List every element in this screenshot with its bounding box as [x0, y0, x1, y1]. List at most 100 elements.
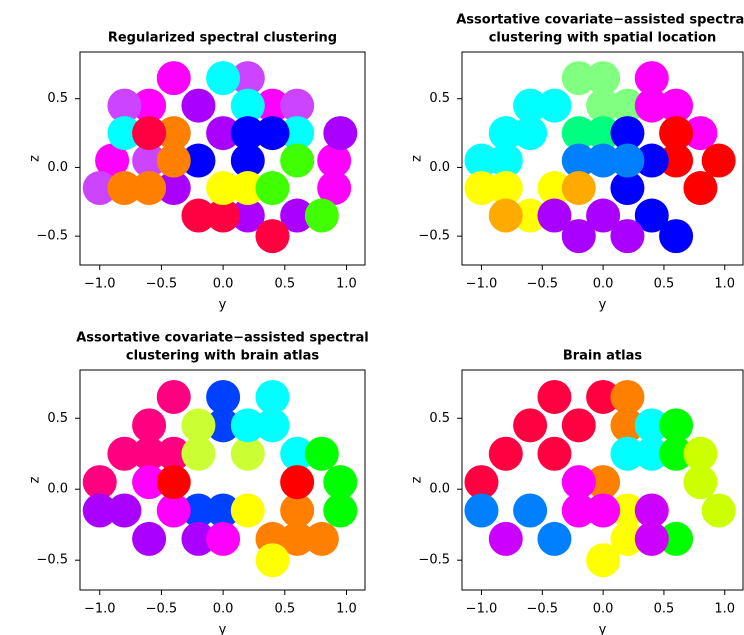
point: [206, 521, 241, 556]
point: [230, 116, 265, 151]
y-tick-label: −0.5: [418, 553, 450, 568]
y-tick-label: 0.5: [47, 411, 68, 426]
y-tick-label: 0.5: [47, 91, 68, 106]
point: [634, 436, 669, 471]
point: [181, 143, 216, 178]
point: [181, 521, 216, 556]
point: [156, 116, 191, 151]
plot-frame: [461, 51, 744, 266]
point: [230, 88, 265, 123]
point: [280, 116, 315, 151]
point: [561, 143, 596, 178]
point: [488, 198, 523, 233]
point: [634, 88, 669, 123]
point: [537, 379, 572, 414]
point: [156, 61, 191, 96]
point: [683, 116, 718, 151]
x-tick-label: 0.0: [213, 277, 234, 292]
point: [634, 493, 669, 528]
x-tick-label: 1.0: [336, 277, 357, 292]
point: [323, 493, 358, 528]
x-tick-label: 0.0: [593, 277, 614, 292]
x-tick-label: −0.5: [146, 602, 178, 617]
point: [683, 171, 718, 206]
point: [206, 408, 241, 443]
points: [464, 61, 736, 254]
point: [206, 198, 241, 233]
x-axis-label: y: [599, 623, 607, 635]
point: [586, 465, 621, 500]
point: [513, 88, 548, 123]
x-tick-label: 0.5: [274, 602, 295, 617]
point: [181, 88, 216, 123]
point: [513, 493, 548, 528]
point: [537, 436, 572, 471]
point: [132, 408, 167, 443]
point: [255, 116, 290, 151]
y-tick-label: 0.5: [429, 411, 450, 426]
x-tick-label: −0.5: [526, 277, 558, 292]
chart-title: Brain atlas: [563, 349, 643, 364]
point: [132, 171, 167, 206]
point: [488, 171, 523, 206]
point: [610, 521, 645, 556]
x-axis-label: y: [219, 623, 227, 635]
point: [107, 436, 142, 471]
point: [317, 171, 352, 206]
y-tick-label: 0.0: [429, 482, 450, 497]
point: [537, 198, 572, 233]
point: [304, 198, 339, 233]
chart-title: Assortative covariate−assisted spectral: [76, 331, 369, 346]
point: [537, 171, 572, 206]
point: [634, 198, 669, 233]
point: [304, 436, 339, 471]
plot-frame: [79, 369, 366, 591]
point: [488, 436, 523, 471]
x-tick-label: 1.0: [714, 602, 735, 617]
point: [181, 436, 216, 471]
point: [255, 408, 290, 443]
point: [230, 198, 265, 233]
point: [304, 521, 339, 556]
point: [659, 436, 694, 471]
point: [701, 143, 736, 178]
point: [132, 88, 167, 123]
y-tick-label: 0.0: [47, 160, 68, 175]
point: [132, 436, 167, 471]
point: [488, 116, 523, 151]
x-tick-label: 0.5: [654, 602, 675, 617]
point: [659, 408, 694, 443]
point: [561, 465, 596, 500]
point: [156, 465, 191, 500]
panel: −1.0 −0.5 0.0 0.5 1.0 −0.5 0.0 0.5 y z Regularized…: [28, 31, 366, 313]
point: [634, 143, 669, 178]
x-tick-label: −0.5: [146, 277, 178, 292]
y-axis-label: z: [410, 476, 425, 483]
point: [107, 171, 142, 206]
point: [206, 61, 241, 96]
point: [156, 436, 191, 471]
points: [464, 379, 736, 578]
point: [230, 408, 265, 443]
point: [82, 493, 117, 528]
point: [537, 88, 572, 123]
point: [659, 521, 694, 556]
point: [156, 171, 191, 206]
point: [280, 493, 315, 528]
point: [488, 521, 523, 556]
y-axis-label: z: [28, 155, 43, 162]
point: [659, 116, 694, 151]
point: [464, 171, 499, 206]
y-tick-label: −0.5: [36, 553, 68, 568]
point: [561, 171, 596, 206]
point: [659, 219, 694, 254]
point: [206, 493, 241, 528]
point: [537, 521, 572, 556]
x-tick-label: 1.0: [714, 277, 735, 292]
point: [230, 171, 265, 206]
point: [586, 88, 621, 123]
y-tick-label: −0.5: [418, 229, 450, 244]
chart-title: Regularized spectral clustering: [108, 31, 337, 46]
y-tick-label: 0.0: [47, 482, 68, 497]
